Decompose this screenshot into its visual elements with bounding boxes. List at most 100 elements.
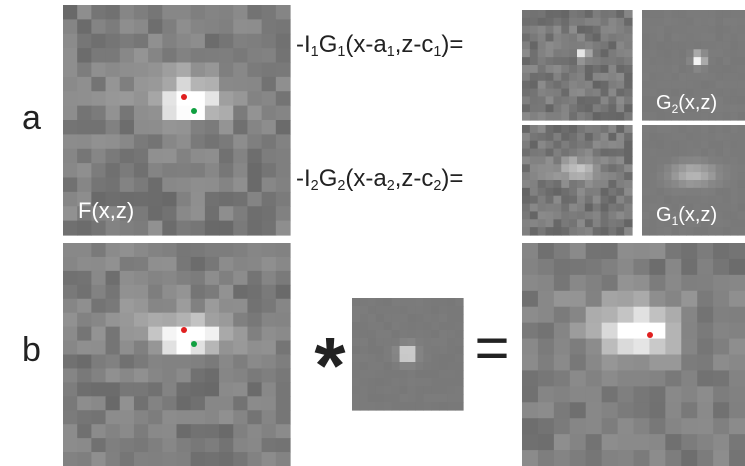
pixel (247, 299, 262, 314)
pixel (730, 141, 738, 149)
pixel (546, 196, 554, 204)
subscript: 1 (337, 44, 345, 60)
pixel (664, 10, 672, 18)
pixel (522, 125, 530, 133)
subscript: 2 (387, 178, 395, 194)
pixel (233, 313, 248, 328)
pixel (593, 211, 601, 219)
pixel (569, 73, 577, 81)
pixel (585, 73, 593, 81)
pixel (162, 368, 177, 383)
pixel (657, 10, 665, 18)
pixel (649, 81, 657, 89)
pixel (205, 34, 220, 49)
pixel (586, 434, 603, 451)
pixel (262, 368, 277, 383)
pixel (205, 192, 220, 207)
pixel (681, 307, 698, 324)
pixel (408, 346, 417, 355)
pixel (447, 298, 456, 307)
pixel (91, 91, 106, 106)
pixel (63, 410, 78, 425)
pixel (262, 341, 277, 356)
pixel (553, 227, 561, 235)
pixel (439, 330, 448, 339)
pixel (191, 313, 206, 328)
pixel (120, 257, 135, 272)
pixel (679, 73, 687, 81)
pixel (716, 125, 724, 133)
pixel (729, 275, 745, 292)
pixel (352, 378, 361, 387)
pixel (538, 450, 555, 466)
pixel (191, 257, 206, 272)
pixel (665, 370, 682, 387)
pixel (530, 89, 538, 97)
pixel (400, 314, 409, 323)
pixel (148, 382, 163, 397)
pixel (601, 81, 609, 89)
pixel (106, 63, 121, 78)
pixel (561, 227, 569, 235)
pixel (376, 314, 385, 323)
pixel (586, 355, 603, 372)
pixel (63, 257, 78, 272)
pixel (671, 65, 679, 73)
pixel (649, 125, 657, 133)
pixel (624, 26, 632, 34)
pixel (686, 172, 694, 180)
pixel (262, 48, 277, 63)
pixel (431, 378, 440, 387)
pixel (657, 196, 665, 204)
pixel (624, 149, 632, 157)
pixel (400, 378, 409, 387)
pixel (665, 418, 682, 435)
pixel (593, 219, 601, 227)
pixel (634, 370, 651, 387)
pixel (360, 322, 369, 331)
pixel (262, 271, 277, 286)
pixel (162, 313, 177, 328)
pixel (205, 178, 220, 193)
pixel (219, 271, 234, 286)
subscript: 1 (433, 44, 441, 60)
pixel (77, 410, 92, 425)
pixel (546, 96, 554, 104)
pixel (554, 259, 571, 276)
pixel (392, 306, 401, 315)
pixel (713, 259, 730, 276)
pixel (729, 402, 745, 419)
pixel (77, 285, 92, 300)
pixel (569, 219, 577, 227)
pixel (77, 327, 92, 342)
text-part: -I (296, 31, 311, 58)
pixel (247, 106, 262, 121)
pixel (570, 291, 587, 308)
pixel (546, 164, 554, 172)
pixel (162, 5, 177, 20)
pixel (585, 219, 593, 227)
pixel (708, 180, 716, 188)
pixel (106, 257, 121, 272)
pixel (191, 149, 206, 164)
pixel (522, 18, 530, 26)
pixel (608, 81, 616, 89)
pixel (63, 77, 78, 92)
pixel (233, 341, 248, 356)
pixel (686, 18, 694, 26)
pixel (530, 164, 538, 172)
pixel (233, 243, 248, 258)
pixel (415, 354, 424, 363)
pixel (649, 65, 657, 73)
pixel (148, 285, 163, 300)
pixel (553, 125, 561, 133)
pixel (276, 178, 291, 193)
pixel (392, 314, 401, 323)
pixel (233, 48, 248, 63)
pixel (624, 81, 632, 89)
pixel (538, 219, 546, 227)
pixel (608, 26, 616, 34)
pixel (522, 112, 530, 120)
pixel (624, 34, 632, 42)
pixel (738, 149, 745, 157)
